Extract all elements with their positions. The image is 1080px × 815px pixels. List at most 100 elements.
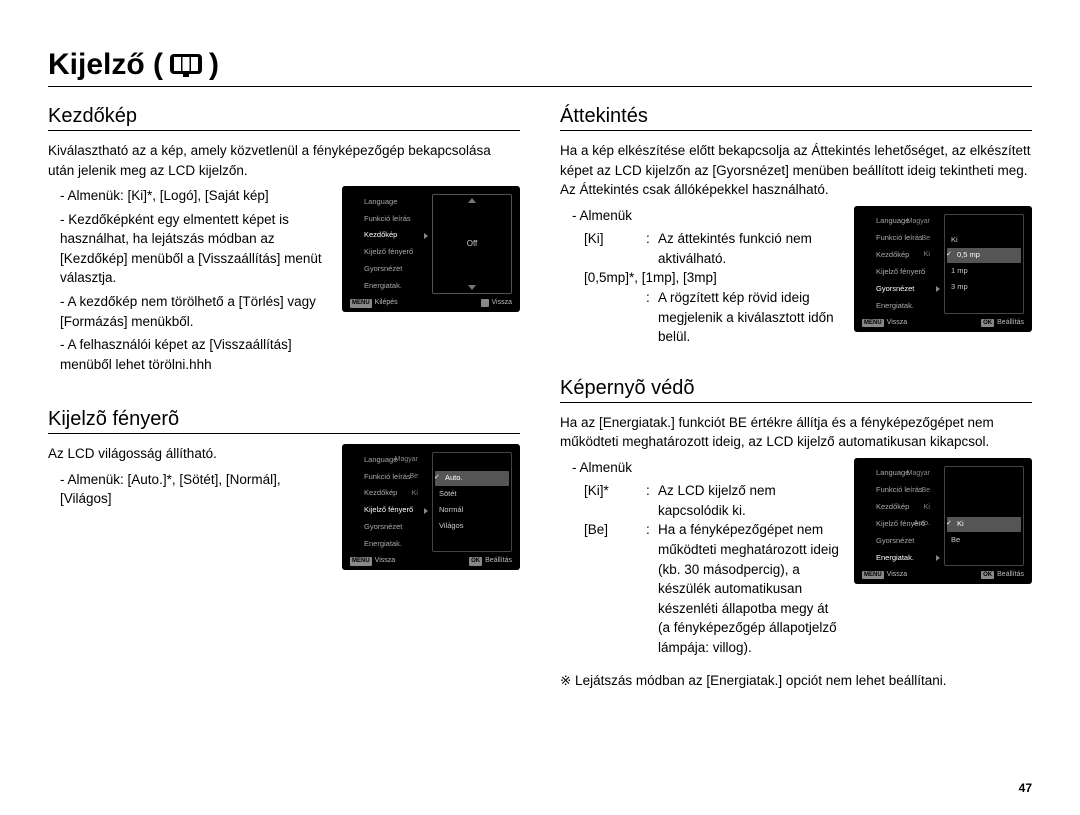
submenu-options: [0,5mp]*, [1mp], [3mp] [584, 268, 840, 288]
section-title: Kezdőkép [48, 105, 520, 128]
lcd-menu-item: Funkció leírás [350, 211, 428, 227]
lcd-menu-item-selected: Kijelző fényerő [350, 503, 428, 519]
lcd-right-list: Auto. Sötét Normál Világos [432, 452, 512, 552]
section-kezdokep: Kezdőkép Kiválasztható az a kép, amely k… [48, 105, 520, 378]
footer-right-label: Beállítás [485, 556, 512, 566]
lcd-menu-item: KezdőképKi [862, 500, 940, 516]
lcd-left-list: LanguageMagyar Funkció leírásBe Kezdőkép… [862, 214, 940, 314]
section-title: Kijelzõ fényerõ [48, 408, 520, 431]
back-icon [481, 299, 489, 307]
footer-right-label: Vissza [492, 298, 513, 308]
lcd-footer: MENUKilépés Vissza [350, 294, 512, 308]
lcd-footer: MENUVissza OKBeállítás [862, 566, 1024, 580]
lcd-option: Ki [947, 233, 1021, 248]
menu-badge: MENU [862, 319, 884, 328]
footer-left-label: Vissza [375, 556, 396, 566]
lcd-left-list: LanguageMagyar Funkció leírásBe Kezdőkép… [862, 466, 940, 566]
page-title: Kijelző ( ) [48, 48, 1032, 82]
bullet: A felhasználói képet az [Visszaállítás] … [60, 335, 328, 374]
right-column: Áttekintés Ha a kép elkészítése előtt be… [560, 105, 1032, 721]
lcd-footer: MENUVissza OKBeállítás [862, 314, 1024, 328]
lcd-menu-item: Energiatak. [350, 279, 428, 295]
lcd-left-list: LanguageMagyar Funkció leírásBe Kezdőkép… [350, 452, 428, 552]
footer-left-label: Kilépés [375, 298, 398, 308]
section-rule [48, 433, 520, 434]
lcd-menu-item: Energiatak. [350, 537, 428, 553]
lcd-menu-item: KezdőképKi [862, 247, 940, 263]
lcd-menu-item: KezdőképKi [350, 486, 428, 502]
ok-badge: OK [469, 557, 482, 566]
submenu-row: : A rögzített kép rövid ideig megjelenik… [584, 288, 840, 347]
lcd-menu-item: Funkció leírásBe [862, 483, 940, 499]
lcd-footer: MENUVissza OKBeállítás [350, 552, 512, 566]
lcd-menu-item: Gyorsnézet [350, 262, 428, 278]
section-rule [560, 130, 1032, 131]
lcd-right-list: Ki Be [944, 466, 1024, 566]
lcd-menu-item-selected: Gyorsnézet [862, 281, 940, 297]
footer-right-label: Beállítás [997, 570, 1024, 580]
lcd-option: Normál [435, 503, 509, 518]
page-number: 47 [1019, 781, 1032, 795]
bullet: A kezdőkép nem törölhető a [Törlés] vagy… [60, 292, 328, 331]
lcd-menu-item: Kijelző fényerőAuto. [862, 516, 940, 532]
lcd-option-selected: 0,5 mp [947, 248, 1021, 263]
lcd-option-selector: Off [432, 194, 512, 294]
footer-left-label: Vissza [887, 318, 908, 328]
lcd-right-list: Ki 0,5 mp 1 mp 3 mp [944, 214, 1024, 314]
menu-badge: MENU [862, 571, 884, 580]
section-attekintes: Áttekintés Ha a kép elkészítése előtt be… [560, 105, 1032, 347]
lcd-menu-item: Kijelző fényerő [862, 264, 940, 280]
section-rule [560, 402, 1032, 403]
intro-text: Az LCD világosság állítható. [48, 444, 328, 464]
submenu-label: Almenük [572, 206, 840, 226]
bullet: Almenük: [Auto.]*, [Sötét], [Normál], [V… [60, 470, 328, 509]
lcd-current-option: Off [467, 238, 478, 250]
lcd-option-selected: Ki [947, 517, 1021, 532]
section-fenyero: Kijelzõ fényerõ Az LCD világosság állíth… [48, 408, 520, 570]
lcd-option: 3 mp [947, 280, 1021, 295]
lcd-menu-item: Funkció leírásBe [862, 231, 940, 247]
lcd-menu-item: Funkció leírásBe [350, 469, 428, 485]
lcd-menu-item-selected: Energiatak. [862, 550, 940, 566]
lcd-screenshot-attekintes: LanguageMagyar Funkció leírásBe Kezdőkép… [854, 206, 1032, 332]
intro-text: Kiválasztható az a kép, amely közvetlenü… [48, 141, 520, 180]
lcd-option: Világos [435, 519, 509, 534]
lcd-menu-item-selected: Kezdőkép [350, 228, 428, 244]
lcd-menu-item: LanguageMagyar [350, 452, 428, 468]
note-text: ※ Lejátszás módban az [Energiatak.] opci… [560, 671, 1032, 691]
menu-badge: MENU [350, 299, 372, 308]
lcd-menu-item: Language [350, 194, 428, 210]
page-title-close: ) [209, 48, 219, 82]
lcd-screenshot-kezdokep: Language Funkció leírás Kezdőkép Kijelző… [342, 186, 520, 312]
title-rule [48, 86, 1032, 87]
bullet: Kezdőképként egy elmentett képet is hasz… [60, 210, 328, 288]
submenu-row: [Ki] : Az áttekintés funkció nem aktivál… [584, 229, 840, 268]
lcd-menu-item: Gyorsnézet [862, 533, 940, 549]
submenu-row: [Ki]* : Az LCD kijelző nem kapcsolódik k… [584, 481, 840, 520]
lcd-option: 1 mp [947, 264, 1021, 279]
section-rule [48, 130, 520, 131]
lcd-option-selected: Auto. [435, 471, 509, 486]
display-icon [169, 53, 203, 77]
lcd-screenshot-fenyero: LanguageMagyar Funkció leírásBe Kezdőkép… [342, 444, 520, 570]
section-title: Áttekintés [560, 105, 1032, 128]
section-kepernyovedo: Képernyõ védõ Ha az [Energiatak.] funkci… [560, 377, 1032, 691]
lcd-left-list: Language Funkció leírás Kezdőkép Kijelző… [350, 194, 428, 294]
ok-badge: OK [981, 319, 994, 328]
ok-badge: OK [981, 571, 994, 580]
footer-left-label: Vissza [887, 570, 908, 580]
submenu-label: Almenük [572, 458, 840, 478]
left-column: Kezdőkép Kiválasztható az a kép, amely k… [48, 105, 520, 721]
lcd-option: Sötét [435, 487, 509, 502]
submenu-row: [Be] : Ha a fényképezőgépet nem működtet… [584, 520, 840, 657]
lcd-menu-item: LanguageMagyar [862, 214, 940, 230]
page-title-text: Kijelző ( [48, 48, 163, 82]
section-title: Képernyõ védõ [560, 377, 1032, 400]
menu-badge: MENU [350, 557, 372, 566]
footer-right-label: Beállítás [997, 318, 1024, 328]
lcd-menu-item: Energiatak. [862, 298, 940, 314]
lcd-menu-item: Kijelző fényerő [350, 245, 428, 261]
intro-text: Ha az [Energiatak.] funkciót BE értékre … [560, 413, 1032, 452]
bullet: Almenük: [Ki]*, [Logó], [Saját kép] [60, 186, 328, 206]
lcd-screenshot-kepernyovedo: LanguageMagyar Funkció leírásBe Kezdőkép… [854, 458, 1032, 584]
